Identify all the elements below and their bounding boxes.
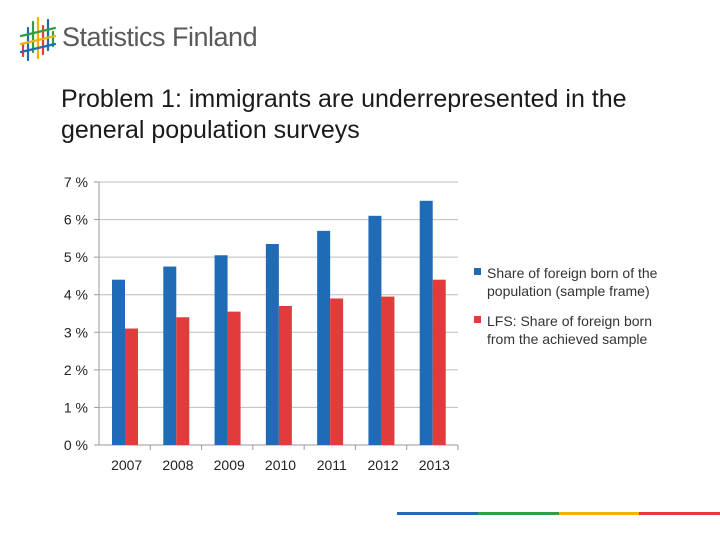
- x-tick-label-2012: 2012: [367, 457, 398, 473]
- bar-sample-frame-2012: [368, 215, 382, 445]
- legend-item-sample-frame: Share of foreign born of the population …: [474, 264, 664, 300]
- y-tick-label: 6 %: [64, 212, 88, 228]
- footer-segment-red: [639, 512, 720, 515]
- slide-title: Problem 1: immigrants are underrepresent…: [61, 85, 627, 144]
- bar-lfs-2011: [330, 298, 344, 445]
- brand-name: Statistics Finland: [62, 22, 258, 52]
- bar-sample-frame-2007: [112, 279, 125, 445]
- bar-lfs-2013: [432, 279, 446, 445]
- bar-sample-frame-2010: [265, 243, 279, 445]
- x-tick-label-2009: 2009: [214, 457, 245, 473]
- x-tick-label-2013: 2013: [419, 457, 450, 473]
- legend-swatch-sample-frame: [474, 268, 481, 275]
- x-axis-ticks: 2007 2008 2009 2010 2011 2012 2013: [111, 457, 450, 473]
- chart-bars: [112, 200, 446, 445]
- bar-lfs-2008: [176, 317, 190, 445]
- y-tick-label: 4 %: [64, 287, 88, 303]
- bar-sample-frame-2009: [214, 255, 228, 445]
- y-tick-label: 1 %: [64, 399, 88, 415]
- legend-swatch-lfs: [474, 316, 481, 323]
- y-tick-label: 2 %: [64, 362, 88, 378]
- bar-sample-frame-2008: [163, 266, 177, 445]
- bar-sample-frame-2011: [317, 230, 331, 445]
- x-tick-label-2007: 2007: [111, 457, 142, 473]
- y-tick-label: 7 %: [64, 174, 88, 190]
- footer-color-bar: [397, 512, 720, 515]
- y-tick-label: 3 %: [64, 324, 88, 340]
- y-tick-label: 0 %: [64, 437, 88, 453]
- chart-legend: Share of foreign born of the population …: [474, 264, 664, 360]
- legend-label-sample-frame: Share of foreign born of the population …: [487, 265, 658, 299]
- y-axis-ticks: 0 % 1 % 2 % 3 % 4 % 5 % 6 % 7 %: [64, 174, 88, 453]
- bar-lfs-2009: [227, 311, 241, 445]
- legend-item-lfs: LFS: Share of foreign born from the achi…: [474, 312, 664, 348]
- statistics-finland-logo-icon: [20, 16, 56, 62]
- footer-segment-green: [477, 512, 559, 515]
- x-tick-label-2010: 2010: [265, 457, 296, 473]
- bar-lfs-2012: [381, 296, 395, 445]
- footer-segment-blue: [397, 512, 478, 515]
- bar-lfs-2007: [125, 328, 138, 445]
- y-tick-label: 5 %: [64, 249, 88, 265]
- legend-label-lfs: LFS: Share of foreign born from the achi…: [487, 313, 652, 347]
- bar-sample-frame-2013: [419, 200, 433, 445]
- bar-lfs-2010: [278, 305, 292, 445]
- x-tick-label-2008: 2008: [162, 457, 193, 473]
- x-tick-label-2011: 2011: [317, 457, 347, 473]
- footer-segment-yellow: [558, 512, 640, 515]
